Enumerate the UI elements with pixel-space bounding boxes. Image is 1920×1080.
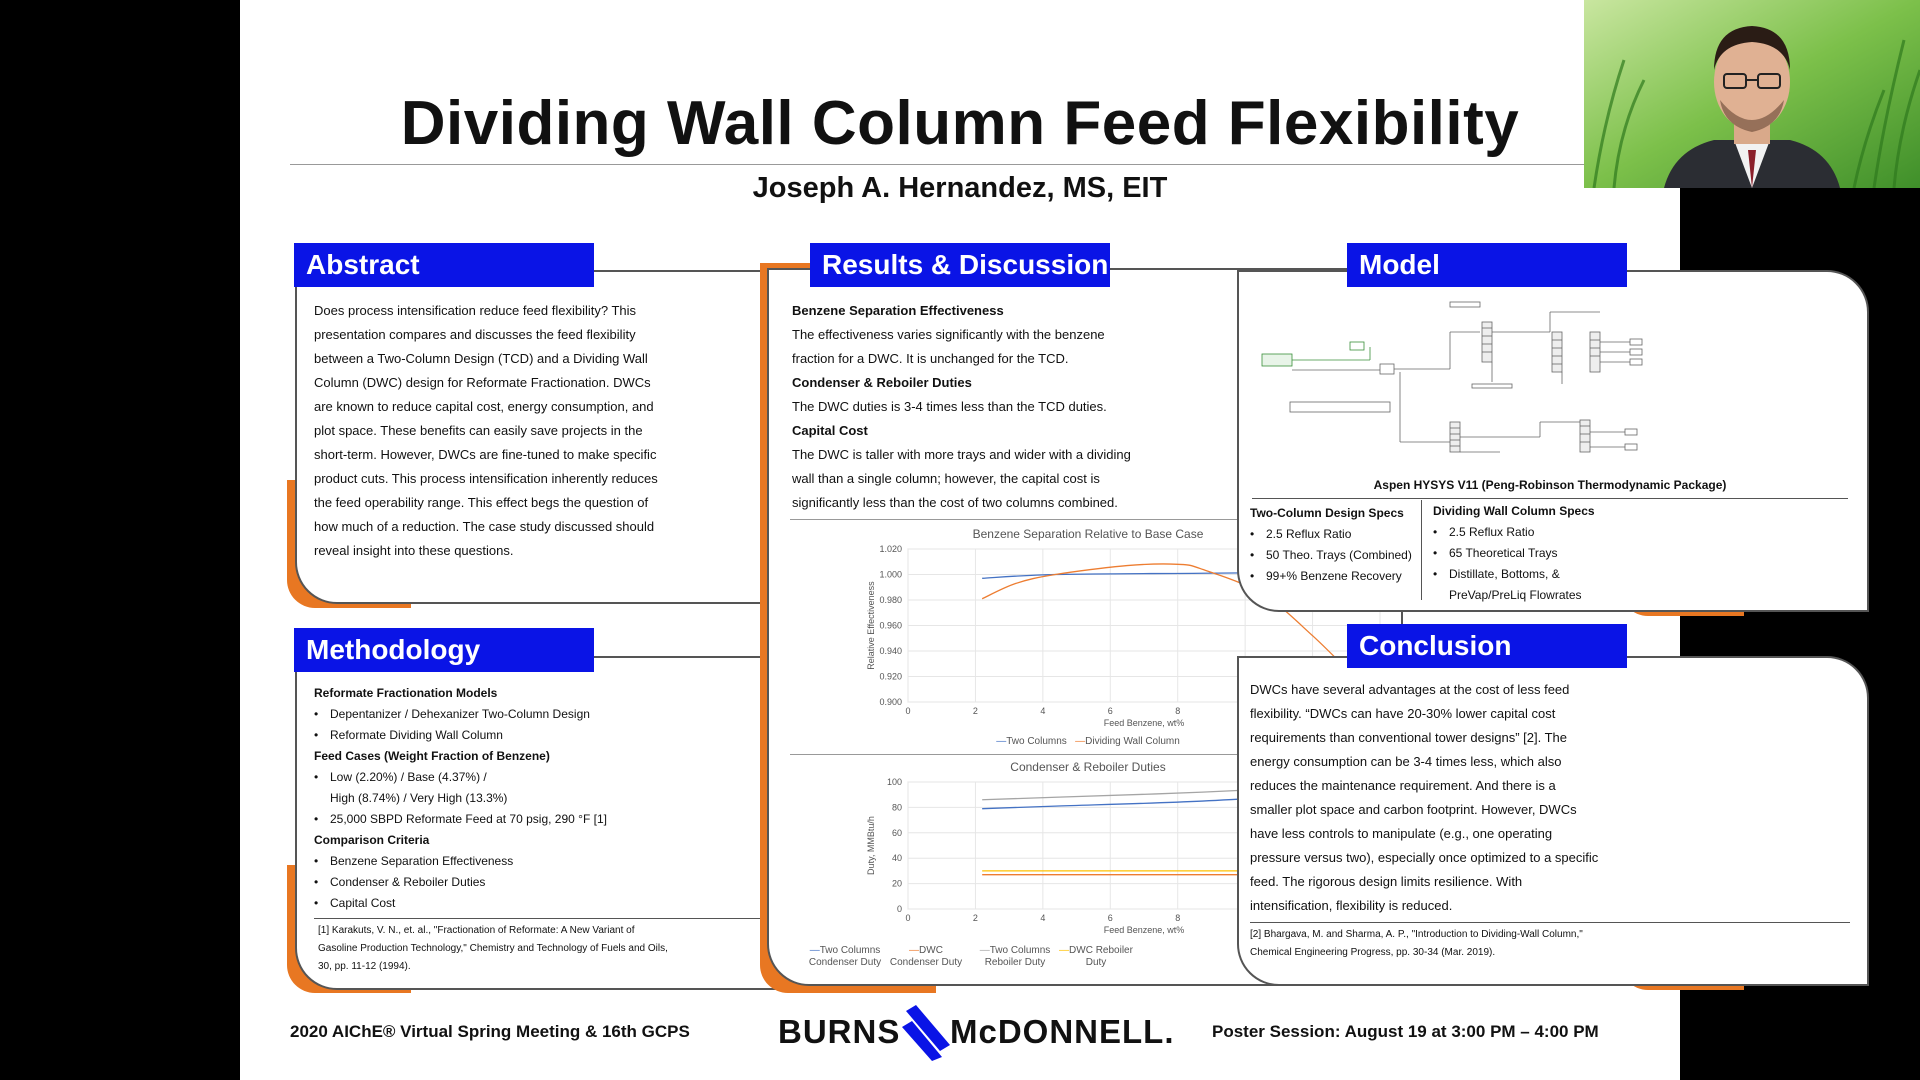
abstract-heading: Abstract bbox=[294, 243, 594, 287]
methodology-heading: Methodology bbox=[294, 628, 594, 672]
x-tick-label: 8 bbox=[1175, 913, 1180, 923]
y-tick-label: 0.900 bbox=[879, 697, 902, 707]
chart1-title: Benzene Separation Relative to Base Case bbox=[972, 527, 1204, 541]
chart1-legend: —Two Columns —Dividing Wall Column bbox=[996, 736, 1180, 747]
y-tick-label: 0.960 bbox=[879, 621, 902, 631]
y-tick-label: 1.000 bbox=[879, 570, 902, 580]
x-tick-label: 8 bbox=[1175, 706, 1180, 716]
process-flow-diagram bbox=[1261, 301, 1643, 453]
logo-mark-icon bbox=[902, 1005, 950, 1061]
footer-session: Poster Session: August 19 at 3:00 PM – 4… bbox=[1212, 1022, 1599, 1041]
conclusion-heading: Conclusion bbox=[1347, 624, 1627, 668]
x-axis-label: Feed Benzene, wt% bbox=[1104, 925, 1185, 935]
poster-title: Dividing Wall Column Feed Flexibility bbox=[400, 89, 1520, 158]
chart-benzene-separation: 0.900 0.920 0.940 0.960 0.980 1.000 1.020 0 2 4 6 8… bbox=[866, 544, 1385, 728]
x-tick-label: 0 bbox=[905, 706, 910, 716]
conclusion-reference: [2] Bhargava, M. and Sharma, A. P., "Int… bbox=[1250, 929, 1583, 958]
y-tick-label: 0.940 bbox=[879, 646, 902, 656]
results-text: Benzene Separation Effectiveness The eff… bbox=[792, 303, 1131, 510]
y-tick-label: 1.020 bbox=[879, 544, 902, 554]
title-divider bbox=[290, 164, 1630, 165]
x-tick-label: 0 bbox=[905, 913, 910, 923]
webcam-video bbox=[1584, 0, 1920, 188]
tcd-specs: Two-Column Design Specs 2.5 Reflux Ratio… bbox=[1250, 503, 1420, 587]
x-tick-label: 4 bbox=[1040, 913, 1045, 923]
x-tick-label: 2 bbox=[973, 706, 978, 716]
y-tick-label: 80 bbox=[892, 802, 902, 812]
burns-mcdonnell-logo: BURNS McDONNELL. bbox=[778, 1005, 1174, 1061]
methodology-reference: [1] Karakuts, V. N., et. al., "Fractiona… bbox=[318, 925, 668, 972]
footer-meeting: 2020 AIChE® Virtual Spring Meeting & 16t… bbox=[290, 1022, 690, 1041]
chart2-title: Condenser & Reboiler Duties bbox=[1010, 760, 1166, 774]
poster: Dividing Wall Column Feed Flexibility Jo… bbox=[240, 0, 1869, 1080]
poster-author: Joseph A. Hernandez, MS, EIT bbox=[752, 172, 1168, 204]
series-line-1 bbox=[981, 563, 1357, 680]
y-tick-label: 0 bbox=[897, 904, 902, 914]
y-tick-label: 0.920 bbox=[879, 672, 902, 682]
conclusion-text: DWCs have several advantages at the cost… bbox=[1250, 682, 1599, 913]
dwc-specs: Dividing Wall Column Specs 2.5 Reflux Ra… bbox=[1433, 501, 1623, 606]
y-tick-label: 0.980 bbox=[879, 595, 902, 605]
x-tick-label: 4 bbox=[1040, 706, 1045, 716]
abstract-text: Does process intensification reduce feed… bbox=[314, 303, 658, 558]
x-tick-label: 2 bbox=[973, 913, 978, 923]
x-tick-label: 6 bbox=[1108, 913, 1113, 923]
y-tick-label: 40 bbox=[892, 853, 902, 863]
model-heading: Model bbox=[1347, 243, 1627, 287]
x-axis-label: Feed Benzene, wt% bbox=[1104, 718, 1185, 728]
y-tick-label: 60 bbox=[892, 828, 902, 838]
y-axis-label: Relative Effectiveness bbox=[866, 581, 876, 670]
results-heading: Results & Discussion bbox=[810, 243, 1110, 287]
y-tick-label: 100 bbox=[887, 777, 902, 787]
methodology-text: Reformate Fractionation Models Depentani… bbox=[314, 683, 914, 914]
x-tick-label: 6 bbox=[1108, 706, 1113, 716]
y-axis-label: Duty, MMBtu/h bbox=[866, 816, 876, 875]
model-caption: Aspen HYSYS V11 (Peng-Robinson Thermodyn… bbox=[1373, 478, 1727, 492]
presenter-avatar bbox=[1584, 0, 1920, 188]
y-tick-label: 20 bbox=[892, 879, 902, 889]
